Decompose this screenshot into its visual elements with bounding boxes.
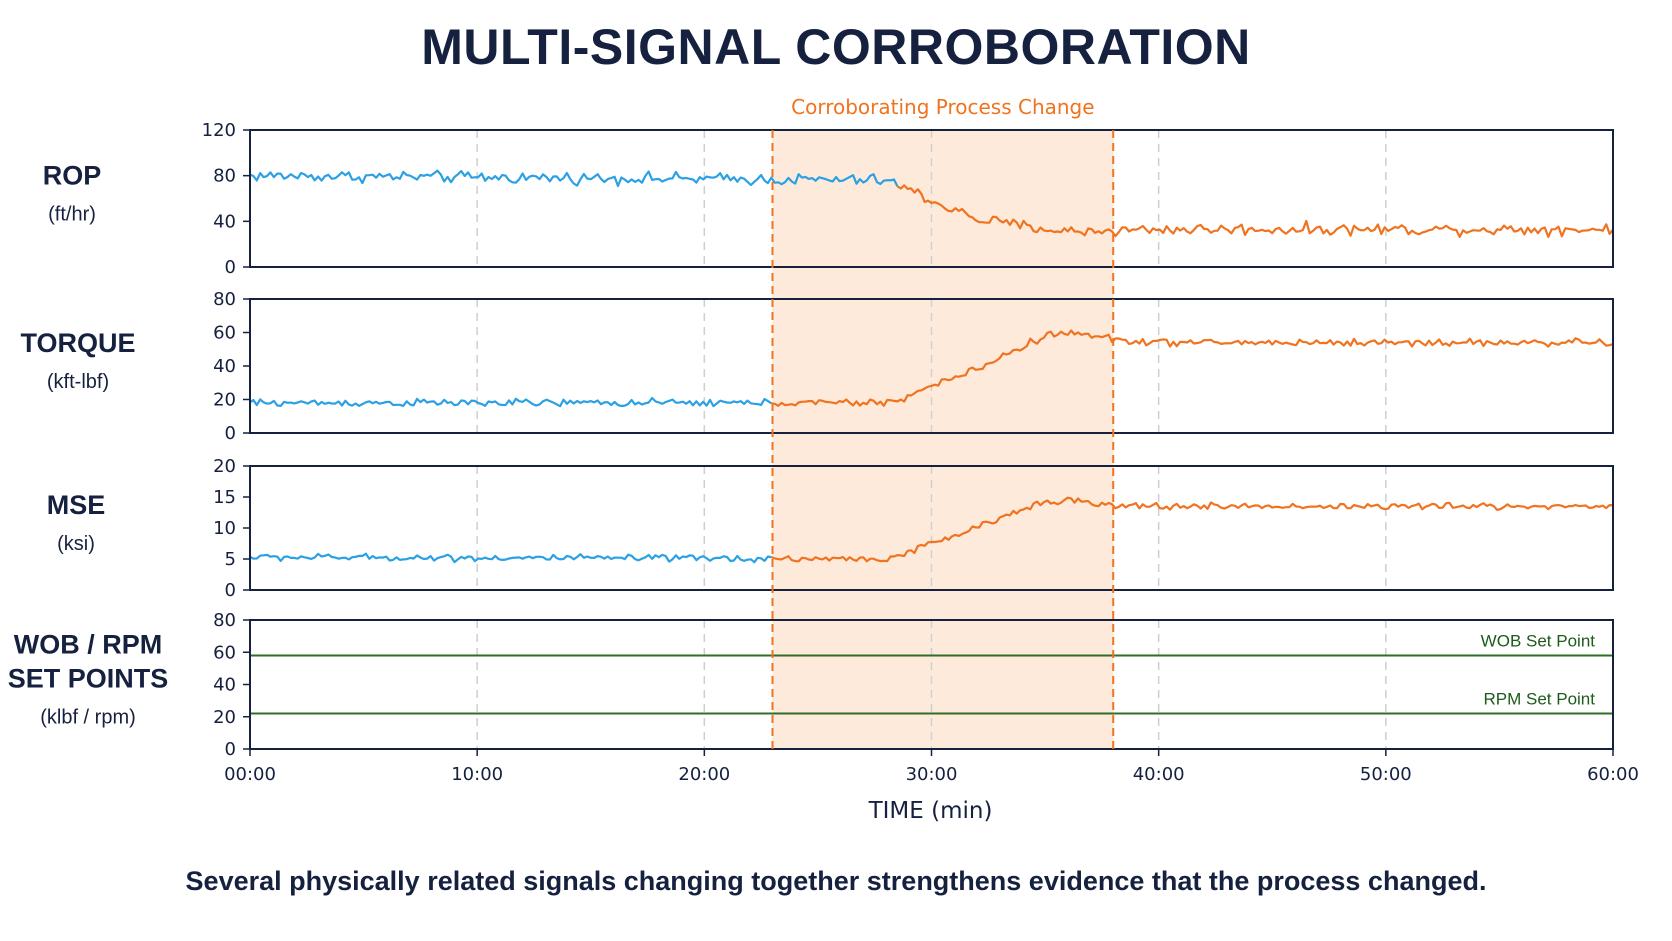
- y-tick-label: 0: [225, 739, 236, 760]
- y-tick-label: 60: [213, 323, 236, 344]
- panel-title: SET POINTS: [8, 664, 169, 694]
- panel-title: MSE: [47, 490, 106, 520]
- x-tick-label: 50:00: [1360, 764, 1412, 785]
- panel-unit: (klbf / rpm): [40, 707, 136, 729]
- chart-title: MULTI-SIGNAL CORROBORATION: [421, 19, 1251, 75]
- y-tick-label: 40: [213, 675, 236, 696]
- y-tick-label: 5: [225, 549, 236, 570]
- x-tick-label: 00:00: [224, 764, 276, 785]
- panel-frame: [249, 129, 1614, 268]
- panel-mse: 0 5 10 15 20 MSE (ksi): [47, 456, 1614, 601]
- y-tick-label: 40: [213, 356, 236, 377]
- series-line-after-torque: [771, 329, 1614, 407]
- y-tick-label: 0: [225, 580, 236, 601]
- series-line-before-torque: [249, 396, 772, 408]
- y-tick-label: 0: [225, 423, 236, 444]
- x-tick-label: 40:00: [1133, 764, 1185, 785]
- series-line-after-rop: [896, 184, 1614, 238]
- y-tick-label: 80: [213, 610, 236, 631]
- y-tick-label: 0: [225, 257, 236, 278]
- panel-torque: 0 20 40 60 80 TORQUE (kft-lbf): [20, 289, 1614, 444]
- x-tick-label: 10:00: [451, 764, 503, 785]
- panel-unit: (kft-lbf): [47, 371, 109, 393]
- panel-unit: (ft/hr): [48, 204, 96, 226]
- panel-title: WOB / RPM: [14, 630, 163, 660]
- series-line-after-mse: [770, 496, 1614, 563]
- x-tick-label: 30:00: [906, 764, 958, 785]
- y-tick-label: 60: [213, 642, 236, 663]
- chart-caption: Several physically related signals chang…: [185, 866, 1487, 896]
- series-line-before-mse: [249, 552, 772, 564]
- panel-unit: (ksi): [57, 533, 95, 555]
- y-tick-label: 15: [213, 487, 236, 508]
- panel-title: TORQUE: [20, 328, 135, 358]
- y-tick-label: 10: [213, 518, 236, 539]
- y-tick-label: 20: [213, 390, 236, 411]
- setpoint-label: RPM Set Point: [1484, 690, 1596, 709]
- y-tick-label: 20: [213, 456, 236, 477]
- y-tick-label: 20: [213, 707, 236, 728]
- y-tick-label: 120: [202, 120, 236, 141]
- y-tick-label: 80: [213, 166, 236, 187]
- highlight-band: [772, 130, 1114, 749]
- highlight-label: Corroborating Process Change: [791, 95, 1094, 119]
- series-line-before-rop: [249, 169, 899, 188]
- setpoint-label: WOB Set Point: [1481, 631, 1596, 650]
- panel-title: ROP: [43, 161, 102, 191]
- y-tick-label: 80: [213, 289, 236, 310]
- x-tick-label: 20:00: [678, 764, 730, 785]
- x-axis-label: TIME (min): [868, 798, 993, 824]
- y-tick-label: 40: [213, 211, 236, 232]
- panel-rop: 0 40 80 120 ROP (ft/hr): [43, 120, 1614, 278]
- x-tick-label: 60:00: [1587, 764, 1639, 785]
